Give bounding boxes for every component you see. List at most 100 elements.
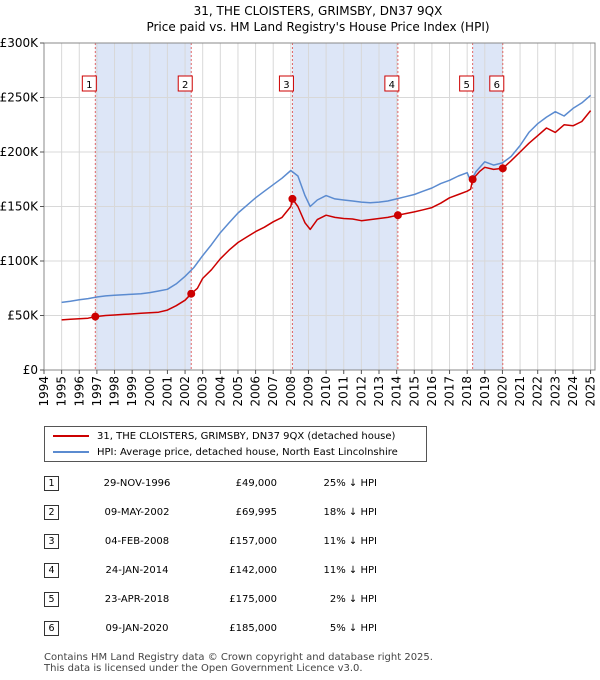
table-row: 6 09-JAN-2020 £185,000 5% ↓ HPI [40,614,387,643]
sale-number: 4 [44,563,59,578]
x-tick-label: 2016 [425,376,439,407]
x-tick-label: 2025 [584,376,598,407]
x-tick-label: 1994 [37,376,51,407]
x-tick-label: 2017 [443,376,457,407]
sale-number: 6 [44,621,59,636]
sale-price: £142,000 [229,565,277,576]
footer: Contains HM Land Registry data © Crown c… [44,652,433,674]
sale-number: 2 [44,505,59,520]
sale-label-box [384,75,400,92]
x-tick-label: 2022 [531,376,545,407]
x-tick-label: 2020 [495,376,509,407]
sale-date: 23-APR-2018 [104,594,170,605]
x-tick-label: 2006 [249,376,263,407]
x-tick-label: 2024 [566,376,580,407]
sale-label-number: 3 [283,80,289,91]
sale-price: £49,000 [235,478,277,489]
sale-price: £157,000 [229,536,277,547]
sale-hpi-diff: 11% ↓ HPI [323,565,377,576]
y-tick-label: £100K [0,254,39,268]
sale-label-box [177,75,193,92]
table-row: 1 29-NOV-1996 £49,000 25% ↓ HPI [40,469,387,498]
footer-copyright: Contains HM Land Registry data © Crown c… [44,652,433,663]
legend-item-property: 31, THE CLOISTERS, GRIMSBY, DN37 9QX (de… [53,428,395,444]
sale-date: 04-FEB-2008 [104,536,170,547]
sale-label-number: 6 [494,80,500,91]
x-tick-label: 2004 [213,376,227,407]
sale-label-box [81,75,97,92]
table-row: 5 23-APR-2018 £175,000 2% ↓ HPI [40,585,387,614]
price-chart: 31, THE CLOISTERS, GRIMSBY, DN37 9QX Pri… [0,4,598,407]
sale-hpi-diff: 18% ↓ HPI [323,507,377,518]
legend-label-property: 31, THE CLOISTERS, GRIMSBY, DN37 9QX (de… [97,430,396,442]
x-tick-label: 1997 [90,376,104,407]
sale-point [288,194,297,203]
sale-point [498,164,507,173]
sale-label-number: 5 [463,80,469,91]
hpi-line [61,94,592,304]
sale-point [468,175,477,184]
sale-point [91,312,100,321]
sale-label-number: 4 [389,80,395,91]
y-tick-label: £200K [0,145,39,159]
x-tick-label: 2013 [372,376,386,407]
x-tick-label: 2021 [513,376,527,407]
x-tick-label: 2007 [266,376,280,407]
sale-date: 09-MAY-2002 [104,507,170,518]
legend-swatch-property [53,435,89,437]
legend-swatch-hpi [53,451,89,453]
table-row: 4 24-JAN-2014 £142,000 11% ↓ HPI [40,556,387,585]
sale-date: 29-NOV-1996 [103,478,171,489]
x-tick-label: 2002 [178,376,192,407]
footer-licence: This data is licensed under the Open Gov… [44,663,363,674]
sale-point [187,289,196,298]
x-tick-label: 2005 [231,376,245,407]
sale-price: £69,995 [235,507,277,518]
legend: 31, THE CLOISTERS, GRIMSBY, DN37 9QX (de… [44,426,427,462]
legend-label-hpi: HPI: Average price, detached house, Nort… [97,446,398,458]
sale-hpi-diff: 2% ↓ HPI [329,594,377,605]
sales-table: 1 29-NOV-1996 £49,000 25% ↓ HPI 2 09-MAY… [40,469,387,643]
sale-number: 1 [44,476,59,491]
sale-date: 09-JAN-2020 [105,623,169,634]
y-tick-label: £0 [23,363,38,377]
table-row: 3 04-FEB-2008 £157,000 11% ↓ HPI [40,527,387,556]
x-tick-label: 2003 [196,376,210,407]
y-tick-label: £250K [0,91,39,105]
sale-label-box [459,75,475,92]
x-tick-label: 2011 [337,376,351,407]
x-tick-label: 2008 [284,376,298,407]
sale-hpi-diff: 25% ↓ HPI [323,478,377,489]
x-tick-label: 2018 [460,376,474,407]
x-tick-label: 2015 [407,376,421,407]
x-tick-label: 2000 [143,376,157,407]
sale-label-number: 1 [86,80,92,91]
x-tick-label: 2014 [390,376,404,407]
sale-number: 3 [44,534,59,549]
x-tick-label: 1999 [125,376,139,407]
sale-hpi-diff: 5% ↓ HPI [329,623,377,634]
x-tick-label: 1998 [108,376,122,407]
sale-date: 24-JAN-2014 [105,565,169,576]
sale-label-number: 2 [182,80,188,91]
sale-number: 5 [44,592,59,607]
legend-item-hpi: HPI: Average price, detached house, Nort… [53,444,398,460]
sale-label-box [489,75,505,92]
property-price-line [61,110,592,321]
table-row: 2 09-MAY-2002 £69,995 18% ↓ HPI [40,498,387,527]
sale-hpi-diff: 11% ↓ HPI [323,536,377,547]
x-tick-label: 2023 [548,376,562,407]
x-tick-label: 2010 [319,376,333,407]
x-tick-label: 1996 [72,376,86,407]
x-tick-label: 1995 [55,376,69,407]
x-tick-label: 2001 [160,376,174,407]
sale-label-box [278,75,294,92]
y-tick-label: £300K [0,36,39,50]
x-tick-label: 2009 [301,376,315,407]
x-tick-label: 2019 [478,376,492,407]
sale-price: £185,000 [229,623,277,634]
sale-point [393,211,402,220]
y-tick-label: £150K [0,200,39,214]
chart-title: 31, THE CLOISTERS, GRIMSBY, DN37 9QX [194,4,443,18]
y-tick-label: £50K [7,309,39,323]
